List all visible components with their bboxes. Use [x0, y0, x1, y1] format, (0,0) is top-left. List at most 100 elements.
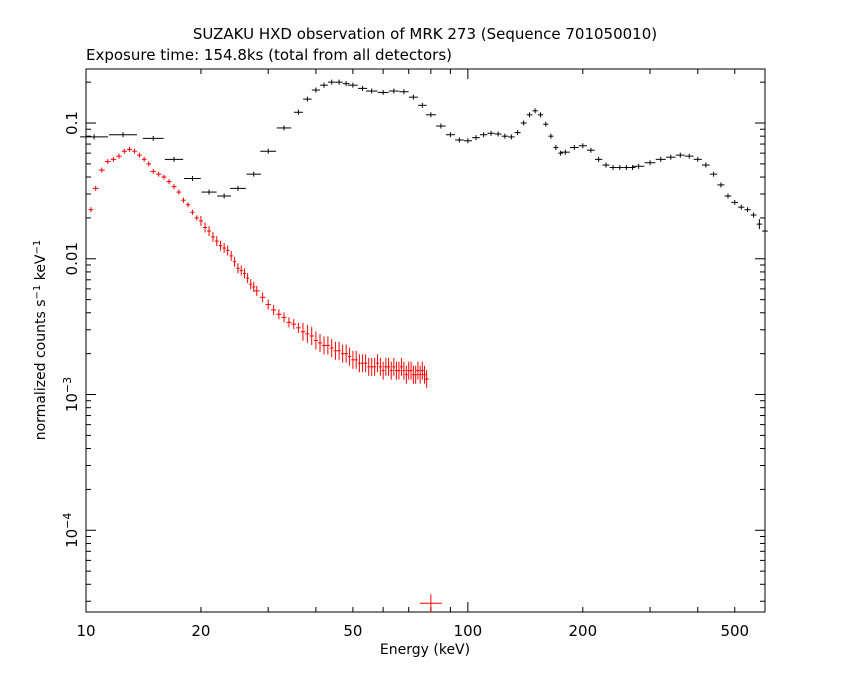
data-point — [377, 89, 389, 95]
data-point — [252, 281, 256, 292]
data-point — [313, 331, 318, 350]
x-axis-label: Energy (keV) — [380, 642, 470, 658]
y-tick-label-exp: −4 — [61, 513, 74, 529]
data-point — [387, 357, 391, 376]
plot-frame — [85, 68, 766, 613]
data-point — [384, 357, 388, 376]
y-axis-label-exp2: −1 — [32, 240, 43, 255]
data-point — [397, 361, 401, 380]
data-point — [214, 236, 219, 247]
data-point — [333, 341, 338, 360]
data-point — [246, 273, 250, 284]
data-point — [190, 209, 195, 215]
data-point — [632, 163, 645, 169]
data-point — [354, 350, 358, 369]
data-point — [305, 324, 310, 343]
data-point — [286, 317, 292, 328]
data-point — [744, 207, 751, 213]
data-point — [684, 153, 694, 159]
data-point — [472, 135, 480, 141]
data-point — [358, 85, 368, 91]
data-point — [424, 370, 429, 389]
data-point — [340, 344, 345, 363]
data-point — [644, 160, 656, 166]
data-point — [693, 156, 702, 162]
data-point — [364, 354, 368, 373]
data-point — [570, 145, 579, 151]
data-point — [423, 365, 427, 384]
data-point — [553, 145, 559, 151]
data-point — [419, 594, 442, 613]
data-point — [399, 357, 403, 376]
data-point — [487, 130, 495, 136]
data-point — [142, 135, 164, 141]
data-point — [225, 245, 230, 256]
data-point — [494, 131, 502, 137]
data-point — [230, 185, 246, 191]
y-tick-label: 10−4 — [61, 513, 82, 548]
data-point — [166, 179, 172, 185]
data-point — [388, 88, 399, 94]
data-point — [537, 112, 544, 118]
data-point — [501, 133, 509, 139]
data-point — [508, 134, 515, 140]
data-point — [311, 87, 320, 93]
data-point — [701, 162, 710, 168]
data-point — [558, 150, 563, 156]
data-point — [150, 168, 156, 174]
data-point — [416, 361, 420, 380]
y-tick-label-exp: −3 — [61, 377, 74, 393]
data-point — [543, 121, 549, 127]
y-tick-label: 0.1 — [63, 111, 81, 135]
data-point — [171, 184, 177, 190]
data-point — [436, 123, 446, 129]
data-point — [137, 152, 142, 158]
data-point — [249, 279, 253, 290]
y-axis-label-main: normalized counts s — [33, 299, 49, 440]
data-point — [146, 161, 152, 167]
data-point — [141, 156, 147, 162]
data-point — [724, 193, 732, 199]
y-tick-label-base: 0.01 — [63, 242, 81, 275]
data-point — [236, 263, 240, 274]
data-point — [232, 256, 237, 267]
data-point — [229, 250, 233, 261]
data-point — [361, 354, 365, 373]
data-point — [520, 120, 527, 126]
data-point — [370, 357, 374, 376]
data-point — [365, 88, 378, 94]
x-tick-label: 10 — [76, 622, 95, 640]
data-point — [463, 138, 472, 144]
data-point — [750, 212, 757, 218]
data-point — [348, 82, 358, 88]
data-point — [376, 354, 380, 373]
data-point — [203, 222, 208, 233]
data-point — [300, 322, 306, 341]
data-point — [322, 336, 326, 355]
data-point — [239, 265, 243, 276]
y-axis-label-mid: keV — [33, 254, 49, 285]
data-marks — [80, 79, 768, 613]
data-point — [578, 143, 587, 149]
data-point — [320, 82, 328, 88]
x-tick-label: 100 — [454, 622, 483, 640]
data-point — [514, 130, 521, 136]
data-point — [587, 147, 595, 153]
data-point — [176, 189, 182, 195]
data-point — [629, 165, 636, 171]
data-point — [738, 204, 745, 210]
x-tick-label: 500 — [720, 622, 749, 640]
data-point — [260, 148, 277, 154]
data-point — [92, 185, 99, 191]
data-point — [222, 243, 226, 254]
data-point — [548, 133, 554, 139]
data-point — [717, 182, 725, 188]
data-point — [194, 215, 199, 221]
data-point — [109, 132, 138, 138]
data-point — [367, 357, 371, 376]
data-point — [328, 79, 336, 85]
data-point — [325, 336, 330, 355]
data-point — [762, 226, 768, 237]
data-point — [479, 132, 488, 138]
